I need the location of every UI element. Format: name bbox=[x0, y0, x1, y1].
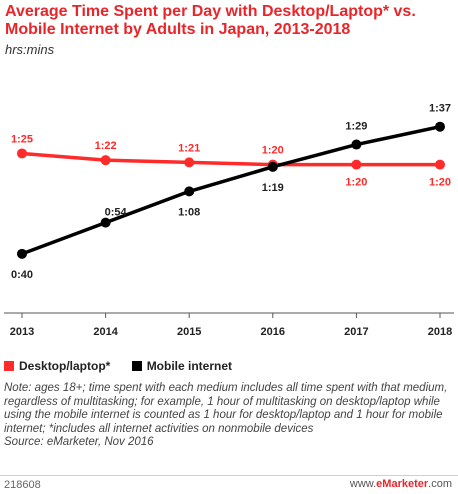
data-point-mobile bbox=[184, 186, 195, 197]
url-suffix: .com bbox=[428, 478, 452, 490]
data-point-desktop bbox=[184, 157, 195, 168]
data-point-desktop bbox=[435, 159, 445, 170]
data-label-mobile: 1:08 bbox=[178, 206, 200, 218]
legend: Desktop/laptop* Mobile internet bbox=[4, 359, 250, 374]
x-tick-label: 2014 bbox=[93, 326, 118, 338]
data-label-mobile: 0:40 bbox=[11, 269, 33, 281]
brand-url: www.eMarketer.com bbox=[350, 478, 452, 490]
legend-item-desktop: Desktop/laptop* bbox=[4, 359, 110, 373]
data-point-desktop bbox=[351, 159, 362, 170]
data-label-mobile: 1:29 bbox=[345, 121, 367, 133]
brand-name: eMarketer bbox=[376, 478, 429, 490]
chart-subtitle: hrs:mins bbox=[5, 42, 55, 57]
data-point-mobile bbox=[17, 248, 27, 259]
data-point-desktop bbox=[17, 148, 27, 159]
legend-label-mobile: Mobile internet bbox=[146, 359, 233, 373]
data-point-mobile bbox=[267, 161, 278, 172]
legend-swatch-mobile bbox=[131, 361, 142, 371]
chart-id: 218608 bbox=[4, 479, 41, 491]
data-label-mobile: 1:37 bbox=[429, 103, 451, 115]
x-tick-label: 2018 bbox=[428, 326, 452, 338]
legend-label-desktop: Desktop/laptop* bbox=[19, 359, 111, 373]
footer-divider bbox=[0, 475, 458, 476]
data-point-mobile bbox=[435, 121, 445, 132]
data-label-desktop: 1:20 bbox=[345, 177, 367, 189]
chart-title: Average Time Spent per Day with Desktop/… bbox=[5, 3, 416, 38]
x-tick-label: 2015 bbox=[177, 326, 201, 338]
data-label-desktop: 1:20 bbox=[429, 177, 451, 189]
data-label-mobile: 1:19 bbox=[262, 182, 284, 194]
data-label-desktop: 1:21 bbox=[178, 142, 200, 154]
legend-swatch-desktop bbox=[4, 361, 14, 371]
data-point-mobile bbox=[100, 217, 111, 228]
series-line-desktop bbox=[21, 151, 440, 167]
legend-item-mobile: Mobile internet bbox=[131, 359, 233, 373]
data-label-desktop: 1:22 bbox=[95, 140, 117, 152]
chart-notes: Note: ages 18+; time spent with each med… bbox=[4, 382, 454, 450]
data-label-desktop: 1:20 bbox=[262, 145, 284, 157]
line-chart: 2013 2014 2015 2016 2017 2018 1:25 1:22 1:21 1:20… bbox=[4, 103, 454, 338]
x-tick-label: 2017 bbox=[344, 326, 368, 338]
series-line-mobile bbox=[21, 124, 441, 256]
data-point-desktop bbox=[100, 155, 111, 166]
note-text: Note: ages 18+; time spent with each med… bbox=[4, 382, 448, 435]
data-point-mobile bbox=[351, 139, 362, 150]
source-text: Source: eMarketer, Nov 2016 bbox=[4, 436, 154, 448]
data-label-mobile: 0:54 bbox=[105, 207, 128, 219]
url-prefix: www. bbox=[349, 478, 377, 490]
x-tick-label: 2016 bbox=[261, 326, 285, 338]
x-tick-label: 2013 bbox=[10, 326, 34, 338]
data-label-desktop: 1:25 bbox=[11, 133, 33, 145]
